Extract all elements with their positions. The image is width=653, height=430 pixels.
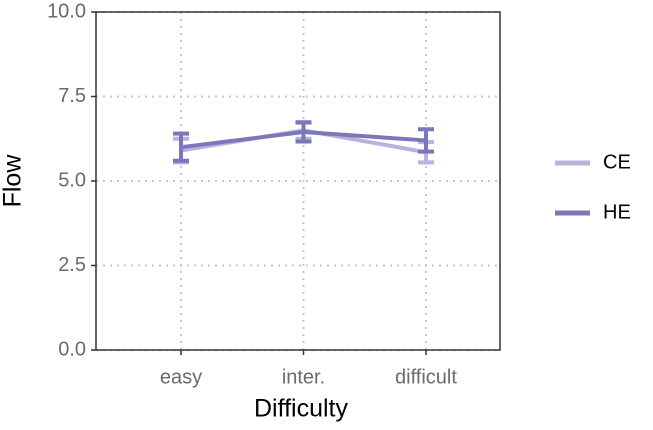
legend-label: CE xyxy=(603,151,631,173)
error-bar xyxy=(418,127,434,154)
y-tick-label: 10.0 xyxy=(47,0,86,22)
y-axis-title: Flow xyxy=(0,154,27,208)
y-tick-label: 0.0 xyxy=(58,338,86,360)
error-bar xyxy=(173,131,189,163)
panel-border xyxy=(95,11,501,351)
x-axis-title: Difficulty xyxy=(254,395,349,423)
y-tick-label: 2.5 xyxy=(58,254,86,276)
x-tick-label: easy xyxy=(160,366,202,388)
x-tick-label: inter. xyxy=(282,366,325,388)
y-tick-label: 7.5 xyxy=(58,85,86,107)
error-bar xyxy=(295,120,312,144)
x-tick-label: difficult xyxy=(395,366,457,388)
y-tick-label: 5.0 xyxy=(58,169,86,191)
legend-label: HE xyxy=(603,201,631,223)
